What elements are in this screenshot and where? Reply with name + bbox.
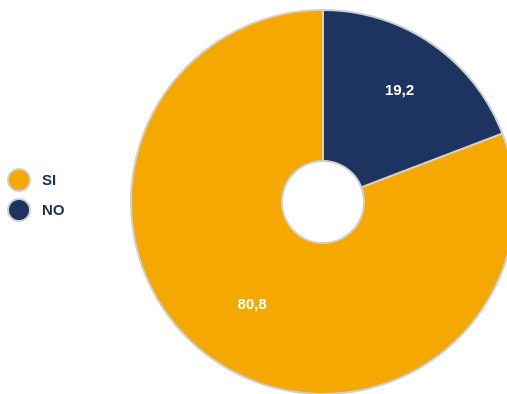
legend-label-no: NO — [42, 201, 65, 219]
data-label-no: 19,2 — [385, 82, 414, 99]
data-label-si: 80,8 — [237, 296, 266, 313]
chart-data-labels: 19,2 80,8 — [237, 82, 414, 313]
donut-hole — [281, 160, 365, 244]
legend-item-no: NO — [7, 196, 65, 224]
legend-swatch-si — [7, 168, 31, 192]
legend-label-si: SI — [42, 171, 57, 189]
chart-legend: SI NO — [7, 166, 65, 226]
legend-swatch-no — [7, 198, 31, 222]
slice-no — [322, 9, 504, 203]
legend-item-si: SI — [7, 166, 65, 194]
